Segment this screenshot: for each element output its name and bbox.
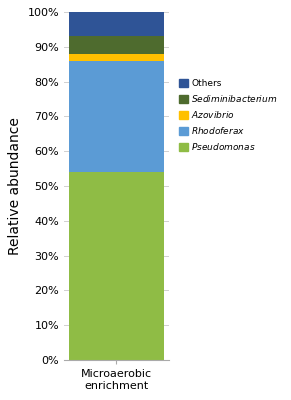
Bar (69, 12, 164, 36)
Y-axis label: Relative abundance: Relative abundance (8, 117, 22, 255)
Bar (69, 54, 164, 61)
Bar (69, 36, 164, 54)
Legend: Others, $\it{Sediminibacterium}$, $\it{Azovibrio}$, $\it{Rhodoferax}$, $\it{Pseu: Others, $\it{Sediminibacterium}$, $\it{A… (179, 79, 277, 152)
Bar (69, 172, 164, 360)
Bar (69, 61, 164, 172)
